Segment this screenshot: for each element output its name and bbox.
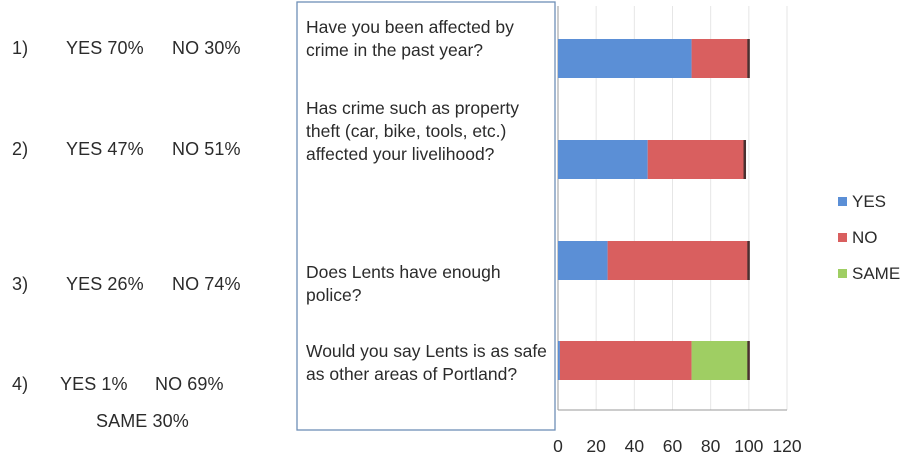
question-label-3: Does Lents have enough police? [306, 262, 501, 305]
bar-end-3 [747, 241, 750, 280]
x-tick-label: 100 [734, 436, 763, 456]
result-no: NO 69% [155, 374, 224, 394]
result-yes: YES 70% [66, 38, 144, 58]
bar-no-3 [607, 241, 749, 280]
question-panel [296, 1, 556, 431]
bar-same-4 [691, 341, 749, 380]
question-label-1: Have you been affected by crime in the p… [306, 17, 514, 60]
x-tick-label: 0 [553, 436, 563, 456]
result-no: NO 30% [172, 38, 241, 58]
bar-yes-4 [558, 341, 560, 380]
legend-swatch-yes [838, 197, 847, 206]
legend-swatch-same [838, 269, 847, 278]
question-label-2: Has crime such as property theft (car, b… [306, 98, 519, 164]
bar-yes-1 [558, 39, 692, 78]
legend-swatch-no [838, 233, 847, 242]
result-no: NO 51% [172, 139, 241, 159]
legend-label-yes: YES [852, 192, 887, 211]
bar-yes-3 [558, 241, 608, 280]
result-number: 3) [12, 274, 29, 294]
x-tick-label: 60 [663, 436, 683, 456]
result-yes: YES 1% [60, 374, 128, 394]
result-number: 2) [12, 139, 29, 159]
legend-label-same: SAME [852, 264, 901, 283]
result-no: NO 74% [172, 274, 241, 294]
bar-end-2 [743, 140, 747, 179]
result-yes: YES 26% [66, 274, 144, 294]
bar-no-1 [691, 39, 749, 78]
result-number: 4) [12, 374, 29, 394]
x-tick-label: 80 [701, 436, 721, 456]
bar-end-1 [747, 39, 750, 78]
bar-no-2 [647, 140, 746, 179]
question-label-4: Would you say Lents is as safe as other … [306, 341, 547, 384]
x-tick-label: 120 [772, 436, 801, 456]
result-number: 1) [12, 38, 29, 58]
x-tick-label: 20 [586, 436, 606, 456]
bar-yes-2 [558, 140, 648, 179]
result-yes: YES 47% [66, 139, 144, 159]
result-same: SAME 30% [96, 411, 189, 431]
bar-end-4 [747, 341, 750, 380]
bar-no-4 [559, 341, 692, 380]
legend-label-no: NO [852, 228, 878, 247]
x-tick-label: 40 [625, 436, 645, 456]
